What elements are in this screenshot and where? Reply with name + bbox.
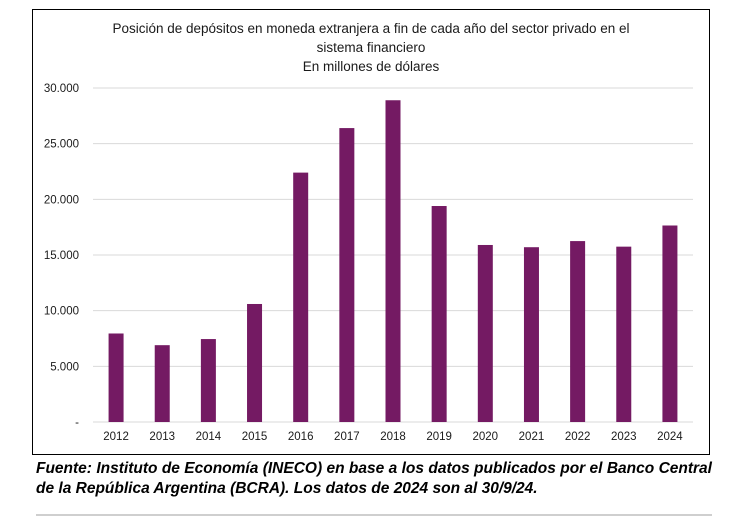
bar-2012 xyxy=(108,333,124,422)
y-tick-label: 30.000 xyxy=(44,83,79,95)
chart-title-line-2: sistema financiero xyxy=(316,40,426,55)
y-tick-label: - xyxy=(75,417,79,429)
x-tick-label: 2024 xyxy=(657,431,683,443)
bar-2023 xyxy=(616,246,632,422)
x-tick-label: 2013 xyxy=(149,431,175,443)
x-tick-label: 2017 xyxy=(334,431,360,443)
bar-2016 xyxy=(293,172,309,422)
x-tick-label: 2015 xyxy=(242,431,268,443)
bar-2022 xyxy=(570,241,586,422)
chart-subtitle: En millones de dólares xyxy=(302,59,440,74)
y-tick-label: 20.000 xyxy=(44,194,79,206)
chart-frame: Posición de depósitos en moneda extranje… xyxy=(32,9,710,455)
x-tick-label: 2020 xyxy=(473,431,499,443)
bar-2024 xyxy=(662,225,678,422)
y-tick-label: 5.000 xyxy=(50,361,79,373)
y-tick-label: 25.000 xyxy=(44,139,79,151)
bar-2021 xyxy=(523,247,539,422)
bar-2020 xyxy=(477,244,493,422)
x-tick-label: 2012 xyxy=(103,431,129,443)
x-tick-label: 2019 xyxy=(426,431,452,443)
source-note: Fuente: Instituto de Economía (INECO) en… xyxy=(36,460,712,497)
bar-2019 xyxy=(431,206,447,422)
cut-off-text-line xyxy=(36,506,712,516)
bar-2015 xyxy=(247,303,263,422)
x-tick-label: 2022 xyxy=(565,431,591,443)
bar-2013 xyxy=(154,345,170,422)
x-tick-label: 2016 xyxy=(288,431,314,443)
x-tick-label: 2021 xyxy=(519,431,545,443)
bar-chart: - 5.000 10.000 15.000 20.000 25.000 30.000 2012… xyxy=(44,83,693,443)
x-tick-label: 2018 xyxy=(380,431,406,443)
chart-title-line-1: Posición de depósitos en moneda extranje… xyxy=(112,21,630,36)
bar-2018 xyxy=(385,100,401,422)
y-tick-label: 15.000 xyxy=(44,250,79,262)
bar-2017 xyxy=(339,128,355,422)
y-tick-label: 10.000 xyxy=(44,306,79,318)
bar-2014 xyxy=(200,339,216,422)
x-tick-label: 2023 xyxy=(611,431,637,443)
x-tick-label: 2014 xyxy=(196,431,222,443)
